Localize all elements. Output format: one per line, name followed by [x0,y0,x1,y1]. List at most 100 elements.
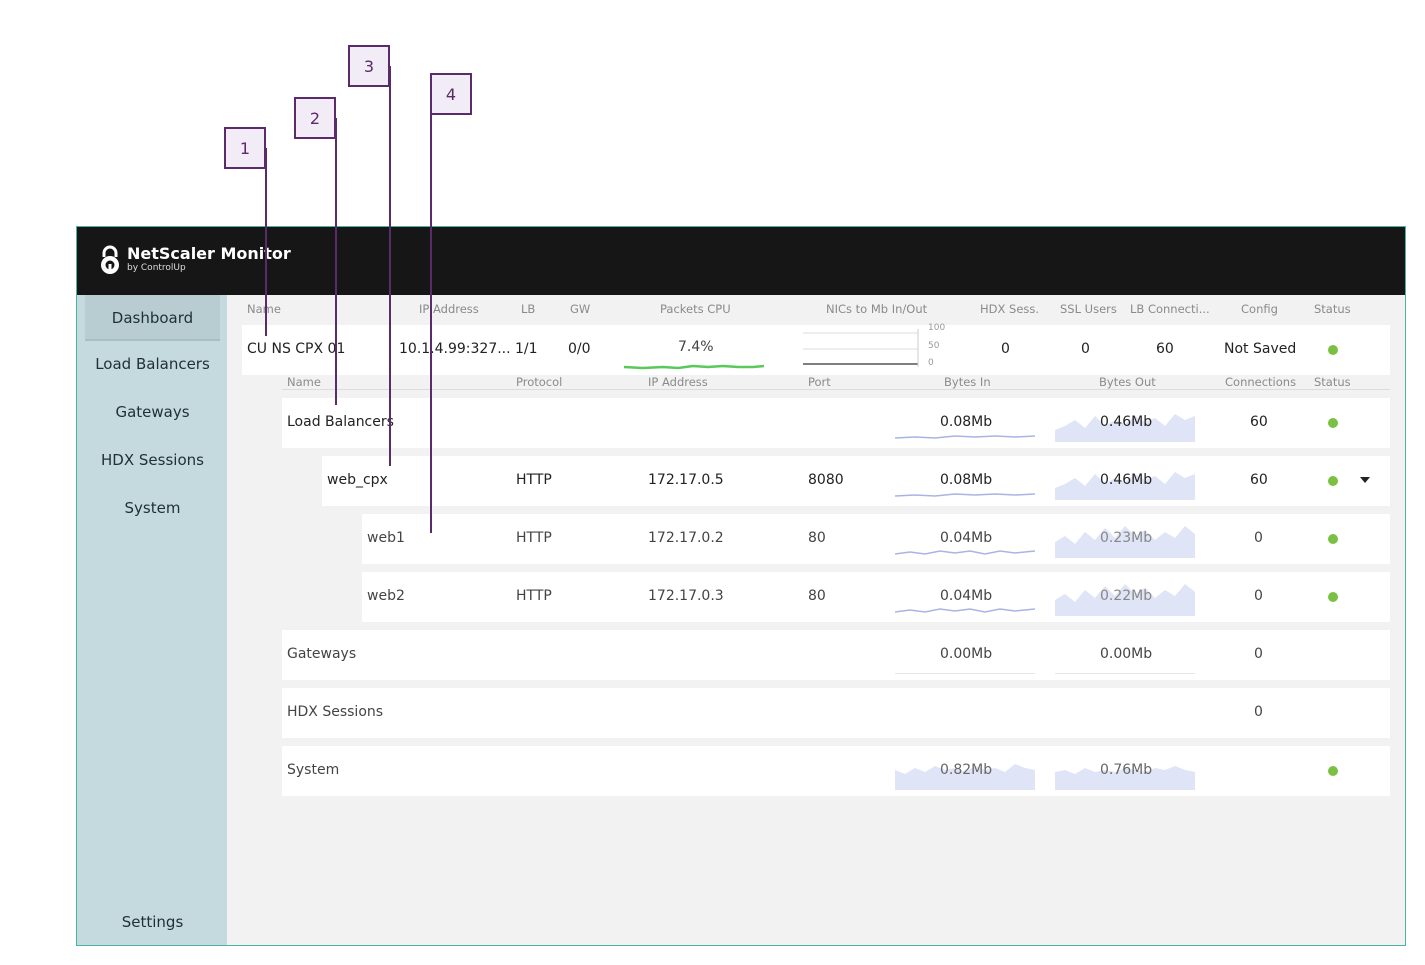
header-gw: GW [570,302,591,316]
header-lb: LB [521,302,536,316]
nics-tick-100: 100 [928,323,946,333]
lock-logo-icon [101,245,119,274]
header-nics: NICs to Mb In/Out [826,302,928,316]
row-bytes-out: 0.76Mb [1100,762,1153,778]
bytes-in-sparkline [895,764,1035,790]
chevron-down-icon[interactable] [1360,477,1370,484]
device-lb-connections: 60 [1156,341,1174,357]
row-status-dot [1328,418,1338,428]
row-web1[interactable]: web1 HTTP 172.17.0.2 80 0.04Mb 0.23Mb 0 [362,514,1390,564]
sidebar-item-gateways[interactable]: Gateways [115,403,190,421]
cpu-sparkline [623,364,765,370]
row-name: Load Balancers [287,414,394,430]
sub-header-bytes-in: Bytes In [944,375,991,389]
bytes-in-sparkline [895,435,1035,439]
row-gateways[interactable]: Gateways 0.00Mb 0.00Mb 0 [282,630,1390,680]
row-bytes-out: 0.00Mb [1100,646,1153,662]
row-bytes-out: 0.23Mb [1100,530,1153,546]
sub-header-name: Name [287,375,321,389]
row-bytes-in: 0.82Mb [940,762,993,778]
nics-chart [803,329,919,367]
sidebar-item-hdx-sessions[interactable]: HDX Sessions [101,451,204,469]
row-ip: 172.17.0.5 [648,472,724,488]
row-system[interactable]: System 0.82Mb 0.76Mb [282,746,1390,796]
device-cpu: 7.4% [678,339,714,355]
app-window: NetScaler Monitor by ControlUp Dashboard… [76,226,1406,946]
sub-header-ip: IP Address [648,375,708,389]
row-name: Gateways [287,646,357,662]
sidebar: Dashboard Load Balancers Gateways HDX Se… [77,295,227,945]
logo: NetScaler Monitor by ControlUp [99,245,291,275]
row-connections: 0 [1254,530,1263,546]
header-lb-connections: LB Connecti... [1130,302,1210,316]
device-hdx: 0 [1001,341,1010,357]
row-name: web1 [367,530,405,546]
sidebar-item-dashboard[interactable]: Dashboard [85,295,220,341]
row-name: System [287,762,340,778]
row-connections: 60 [1250,472,1268,488]
row-web2[interactable]: web2 HTTP 172.17.0.3 80 0.04Mb 0.22Mb 0 [362,572,1390,622]
row-bytes-out: 0.46Mb [1100,414,1153,430]
callout-3: 3 [348,45,390,87]
row-bytes-in: 0.08Mb [940,472,993,488]
callout-2: 2 [294,97,336,139]
bytes-in-sparkline [895,608,1035,613]
device-row[interactable]: CU NS CPX 01 10.1.4.99:327... 1/1 0/0 7.… [242,323,1390,375]
callout-1: 1 [224,127,266,169]
callout-3-label: 3 [363,56,375,76]
row-port: 80 [808,588,826,604]
bytes-out-sparkline [1055,472,1195,500]
callout-4-label: 4 [445,84,457,104]
row-name: HDX Sessions [287,704,384,720]
row-ip: 172.17.0.2 [648,530,724,546]
callout-4: 4 [430,73,472,115]
callout-2-label: 2 [309,108,321,128]
row-bytes-in: 0.04Mb [940,588,993,604]
row-protocol: HTTP [516,472,552,488]
row-bytes-in: 0.08Mb [940,414,993,430]
header-config: Config [1241,302,1278,316]
dashboard-content: Name IP Address LB GW Packets CPU NICs t… [227,295,1405,945]
bytes-out-sparkline [1055,414,1195,442]
sub-header-port: Port [808,375,831,389]
sidebar-item-system[interactable]: System [124,499,181,517]
row-bytes-out: 0.22Mb [1100,588,1153,604]
sub-header-protocol: Protocol [516,375,563,389]
header-hdx-sess: HDX Sess. [980,302,1040,316]
device-gw: 0/0 [568,341,591,357]
sub-header-bytes-out: Bytes Out [1099,375,1156,389]
bytes-in-sparkline [895,493,1035,497]
device-ip: 10.1.4.99:327... [399,341,511,357]
row-connections: 0 [1254,588,1263,604]
row-name: web2 [367,588,405,604]
row-status-dot [1328,534,1338,544]
callout-4-line [430,94,432,533]
device-config: Not Saved [1224,341,1297,357]
row-status-dot [1328,766,1338,776]
row-port: 80 [808,530,826,546]
nics-tick-0: 0 [928,358,934,368]
callout-3-line [389,66,391,466]
row-load-balancers[interactable]: Load Balancers 0.08Mb 0.46Mb 60 [282,398,1390,448]
header-packets-cpu: Packets CPU [660,302,731,316]
sub-header-connections: Connections [1225,375,1297,389]
sub-header-status: Status [1314,375,1351,389]
bytes-out-sparkline [1055,584,1195,616]
row-connections: 0 [1254,704,1263,720]
sidebar-item-load-balancers[interactable]: Load Balancers [95,355,210,373]
device-name: CU NS CPX 01 [247,341,346,357]
bytes-out-sparkline [1055,526,1195,558]
top-bar: NetScaler Monitor by ControlUp [77,227,1405,295]
device-ssl: 0 [1081,341,1090,357]
row-hdx-sessions[interactable]: HDX Sessions 0 [282,688,1390,738]
header-name: Name [247,302,281,316]
row-connections: 60 [1250,414,1268,430]
device-lb: 1/1 [515,341,538,357]
row-web-cpx[interactable]: web_cpx HTTP 172.17.0.5 8080 0.08Mb 0.46… [322,456,1390,506]
bytes-out-baseline [1055,673,1195,674]
row-status-dot [1328,592,1338,602]
sidebar-item-settings[interactable]: Settings [121,913,184,931]
row-protocol: HTTP [516,588,552,604]
header-ssl-users: SSL Users [1060,302,1117,316]
row-ip: 172.17.0.3 [648,588,724,604]
